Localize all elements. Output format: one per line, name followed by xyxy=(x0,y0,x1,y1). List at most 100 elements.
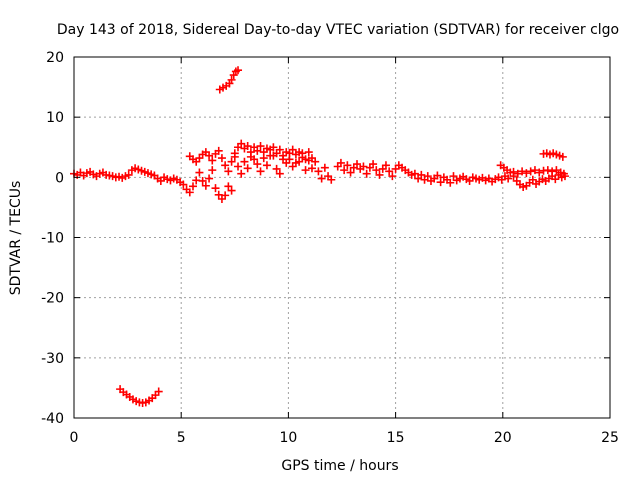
chart-title: Day 143 of 2018, Sidereal Day-to-day VTE… xyxy=(57,22,619,38)
data-point xyxy=(240,157,249,166)
y-tick-label: -30 xyxy=(41,351,64,367)
data-point xyxy=(530,166,539,175)
data-point xyxy=(327,175,336,184)
data-point xyxy=(179,180,188,189)
data-point xyxy=(504,174,513,183)
axis-ticks xyxy=(73,56,611,419)
tick-labels: 0 5 10 15 20 25 -40 -30 -20 -10 0 10 20 xyxy=(41,50,619,446)
data-point xyxy=(154,387,163,396)
data-point xyxy=(224,167,233,176)
data-point xyxy=(208,156,217,165)
x-tick-label: 25 xyxy=(601,430,619,446)
data-point xyxy=(237,139,246,148)
data-point xyxy=(188,182,197,191)
data-point xyxy=(343,161,352,170)
data-point xyxy=(243,164,252,173)
data-point xyxy=(552,166,561,175)
data-point xyxy=(346,168,355,177)
data-point xyxy=(543,166,552,175)
data-point xyxy=(522,169,531,178)
data-point xyxy=(227,75,236,84)
data-point xyxy=(558,152,567,161)
data-point xyxy=(269,143,278,152)
data-point xyxy=(275,169,284,178)
x-axis-label: GPS time / hours xyxy=(281,458,398,474)
data-point xyxy=(353,160,362,169)
data-point xyxy=(446,178,455,187)
data-point xyxy=(301,166,310,175)
data-point xyxy=(359,162,368,171)
data-point xyxy=(336,158,345,167)
data-point xyxy=(201,181,210,190)
data-point xyxy=(221,191,230,200)
data-point xyxy=(295,157,304,166)
data-point xyxy=(301,155,310,164)
data-point xyxy=(262,144,271,153)
data-point xyxy=(548,167,557,176)
data-point xyxy=(417,170,426,179)
data-point xyxy=(253,146,262,155)
data-point xyxy=(227,157,236,166)
y-tick-label: -10 xyxy=(41,231,64,247)
data-point xyxy=(234,66,243,75)
data-point xyxy=(237,169,246,178)
y-tick-label: -20 xyxy=(41,291,64,307)
data-point xyxy=(518,167,527,176)
data-point xyxy=(266,151,275,160)
data-point xyxy=(217,154,226,163)
data-point xyxy=(388,172,397,181)
data-point xyxy=(208,166,217,175)
x-tick-label: 0 xyxy=(70,430,79,446)
data-point xyxy=(314,167,323,176)
data-point xyxy=(124,170,133,179)
y-axis-label: SDTVAR / TECUs xyxy=(8,181,24,296)
y-tick-label: 10 xyxy=(46,110,64,126)
data-point xyxy=(509,167,518,176)
data-point xyxy=(275,145,284,154)
data-point xyxy=(214,146,223,155)
data-point xyxy=(436,178,445,187)
data-point xyxy=(526,167,535,176)
data-point xyxy=(230,149,239,158)
data-point xyxy=(513,169,522,178)
data-point xyxy=(243,142,252,151)
data-point xyxy=(185,188,194,197)
x-tick-label: 10 xyxy=(279,430,297,446)
data-point xyxy=(551,175,560,184)
data-point xyxy=(256,167,265,176)
y-tick-label: -40 xyxy=(41,411,64,427)
x-tick-label: 5 xyxy=(177,430,186,446)
data-point xyxy=(535,168,544,177)
data-point xyxy=(320,163,329,172)
data-point xyxy=(288,145,297,154)
data-point xyxy=(253,160,262,169)
x-tick-label: 20 xyxy=(494,430,512,446)
y-tick-label: 20 xyxy=(46,50,64,66)
data-point xyxy=(372,166,381,175)
data-point xyxy=(449,172,458,181)
data-point xyxy=(381,161,390,170)
data-point xyxy=(560,172,569,181)
grid-lines xyxy=(74,57,610,418)
data-point xyxy=(433,171,442,180)
data-point xyxy=(304,148,313,157)
data-point xyxy=(307,164,316,173)
data-point xyxy=(234,162,243,171)
data-point xyxy=(262,161,271,170)
data-point xyxy=(369,160,378,169)
data-point xyxy=(221,161,230,170)
data-points xyxy=(70,66,569,407)
data-point xyxy=(256,142,265,151)
y-tick-label: 0 xyxy=(55,170,64,186)
data-point xyxy=(423,172,432,181)
data-point xyxy=(211,184,220,193)
data-point xyxy=(298,149,307,158)
data-point xyxy=(282,148,291,157)
data-point xyxy=(205,151,214,160)
data-point xyxy=(410,169,419,178)
x-tick-label: 15 xyxy=(387,430,405,446)
data-point xyxy=(375,170,384,179)
data-point xyxy=(224,182,233,191)
data-point xyxy=(285,155,294,164)
data-point xyxy=(362,169,371,178)
